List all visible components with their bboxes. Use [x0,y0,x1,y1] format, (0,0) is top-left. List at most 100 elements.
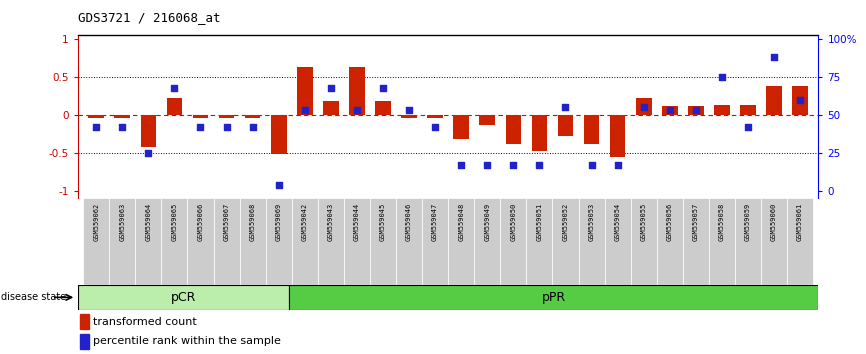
FancyBboxPatch shape [553,198,578,285]
Point [402,108,416,113]
Text: GSM559046: GSM559046 [406,202,412,241]
Text: GSM559062: GSM559062 [94,202,100,241]
Text: GDS3721 / 216068_at: GDS3721 / 216068_at [78,11,221,24]
Point [793,97,807,103]
FancyBboxPatch shape [187,198,214,285]
Point [559,104,572,110]
Text: GSM559048: GSM559048 [458,202,464,241]
Text: disease state: disease state [1,292,66,302]
FancyBboxPatch shape [604,198,630,285]
Bar [219,115,235,118]
Text: GSM559061: GSM559061 [797,202,803,241]
Text: GSM559065: GSM559065 [171,202,178,241]
Bar [323,101,339,115]
Text: GSM559064: GSM559064 [145,202,152,241]
Point [89,124,103,130]
FancyBboxPatch shape [527,198,553,285]
Text: GSM559055: GSM559055 [641,202,647,241]
Point [637,104,650,110]
Bar [289,285,818,310]
Text: GSM559050: GSM559050 [510,202,516,241]
Bar [349,67,365,115]
Point [741,124,755,130]
Bar [375,101,391,115]
Text: GSM559047: GSM559047 [432,202,438,241]
FancyBboxPatch shape [449,198,475,285]
FancyBboxPatch shape [630,198,656,285]
FancyBboxPatch shape [318,198,344,285]
Point [193,124,207,130]
Text: GSM559068: GSM559068 [249,202,255,241]
Bar [80,314,89,329]
FancyBboxPatch shape [344,198,370,285]
FancyBboxPatch shape [735,198,761,285]
Point [324,85,338,91]
FancyBboxPatch shape [214,198,240,285]
FancyBboxPatch shape [396,198,422,285]
Bar [558,115,573,136]
Text: GSM559052: GSM559052 [563,202,568,241]
Point [611,162,624,168]
Point [272,182,286,187]
Text: GSM559057: GSM559057 [693,202,699,241]
Bar [766,86,782,115]
FancyBboxPatch shape [709,198,735,285]
Bar [584,115,599,144]
Bar [78,285,289,310]
FancyBboxPatch shape [240,198,266,285]
Bar [114,115,130,118]
Point [662,108,676,113]
Text: GSM559067: GSM559067 [223,202,229,241]
Point [141,150,155,156]
FancyBboxPatch shape [656,198,682,285]
FancyBboxPatch shape [135,198,161,285]
Text: GSM559044: GSM559044 [354,202,360,241]
Bar [662,106,677,115]
Text: GSM559042: GSM559042 [301,202,307,241]
Point [167,85,181,91]
Text: GSM559059: GSM559059 [745,202,751,241]
Bar [740,105,756,115]
Text: GSM559063: GSM559063 [120,202,126,241]
Text: GSM559060: GSM559060 [771,202,777,241]
Bar [297,67,313,115]
Point [220,124,234,130]
Bar [714,105,730,115]
FancyBboxPatch shape [761,198,787,285]
Bar [427,115,443,118]
Point [428,124,442,130]
Point [715,74,729,80]
FancyBboxPatch shape [682,198,709,285]
FancyBboxPatch shape [266,198,292,285]
Text: GSM559054: GSM559054 [615,202,621,241]
Text: GSM559045: GSM559045 [380,202,386,241]
Point [350,108,364,113]
Bar [792,86,808,115]
Bar [192,115,209,118]
Bar [506,115,521,144]
FancyBboxPatch shape [501,198,527,285]
Text: GSM559056: GSM559056 [667,202,673,241]
Bar [245,115,261,118]
Point [585,162,598,168]
FancyBboxPatch shape [161,198,187,285]
Point [533,162,546,168]
Bar [454,115,469,139]
Text: GSM559049: GSM559049 [484,202,490,241]
FancyBboxPatch shape [109,198,135,285]
Bar [166,98,182,115]
Text: percentile rank within the sample: percentile rank within the sample [93,336,281,346]
Bar [532,115,547,151]
Text: GSM559053: GSM559053 [589,202,595,241]
Point [507,162,520,168]
Bar [271,115,287,154]
Bar [636,98,651,115]
Point [689,108,703,113]
Text: pPR: pPR [542,291,566,304]
Bar [688,106,704,115]
Text: transformed count: transformed count [93,316,197,327]
Point [481,162,494,168]
Point [376,85,390,91]
Bar [140,115,156,147]
Text: pCR: pCR [171,291,197,304]
